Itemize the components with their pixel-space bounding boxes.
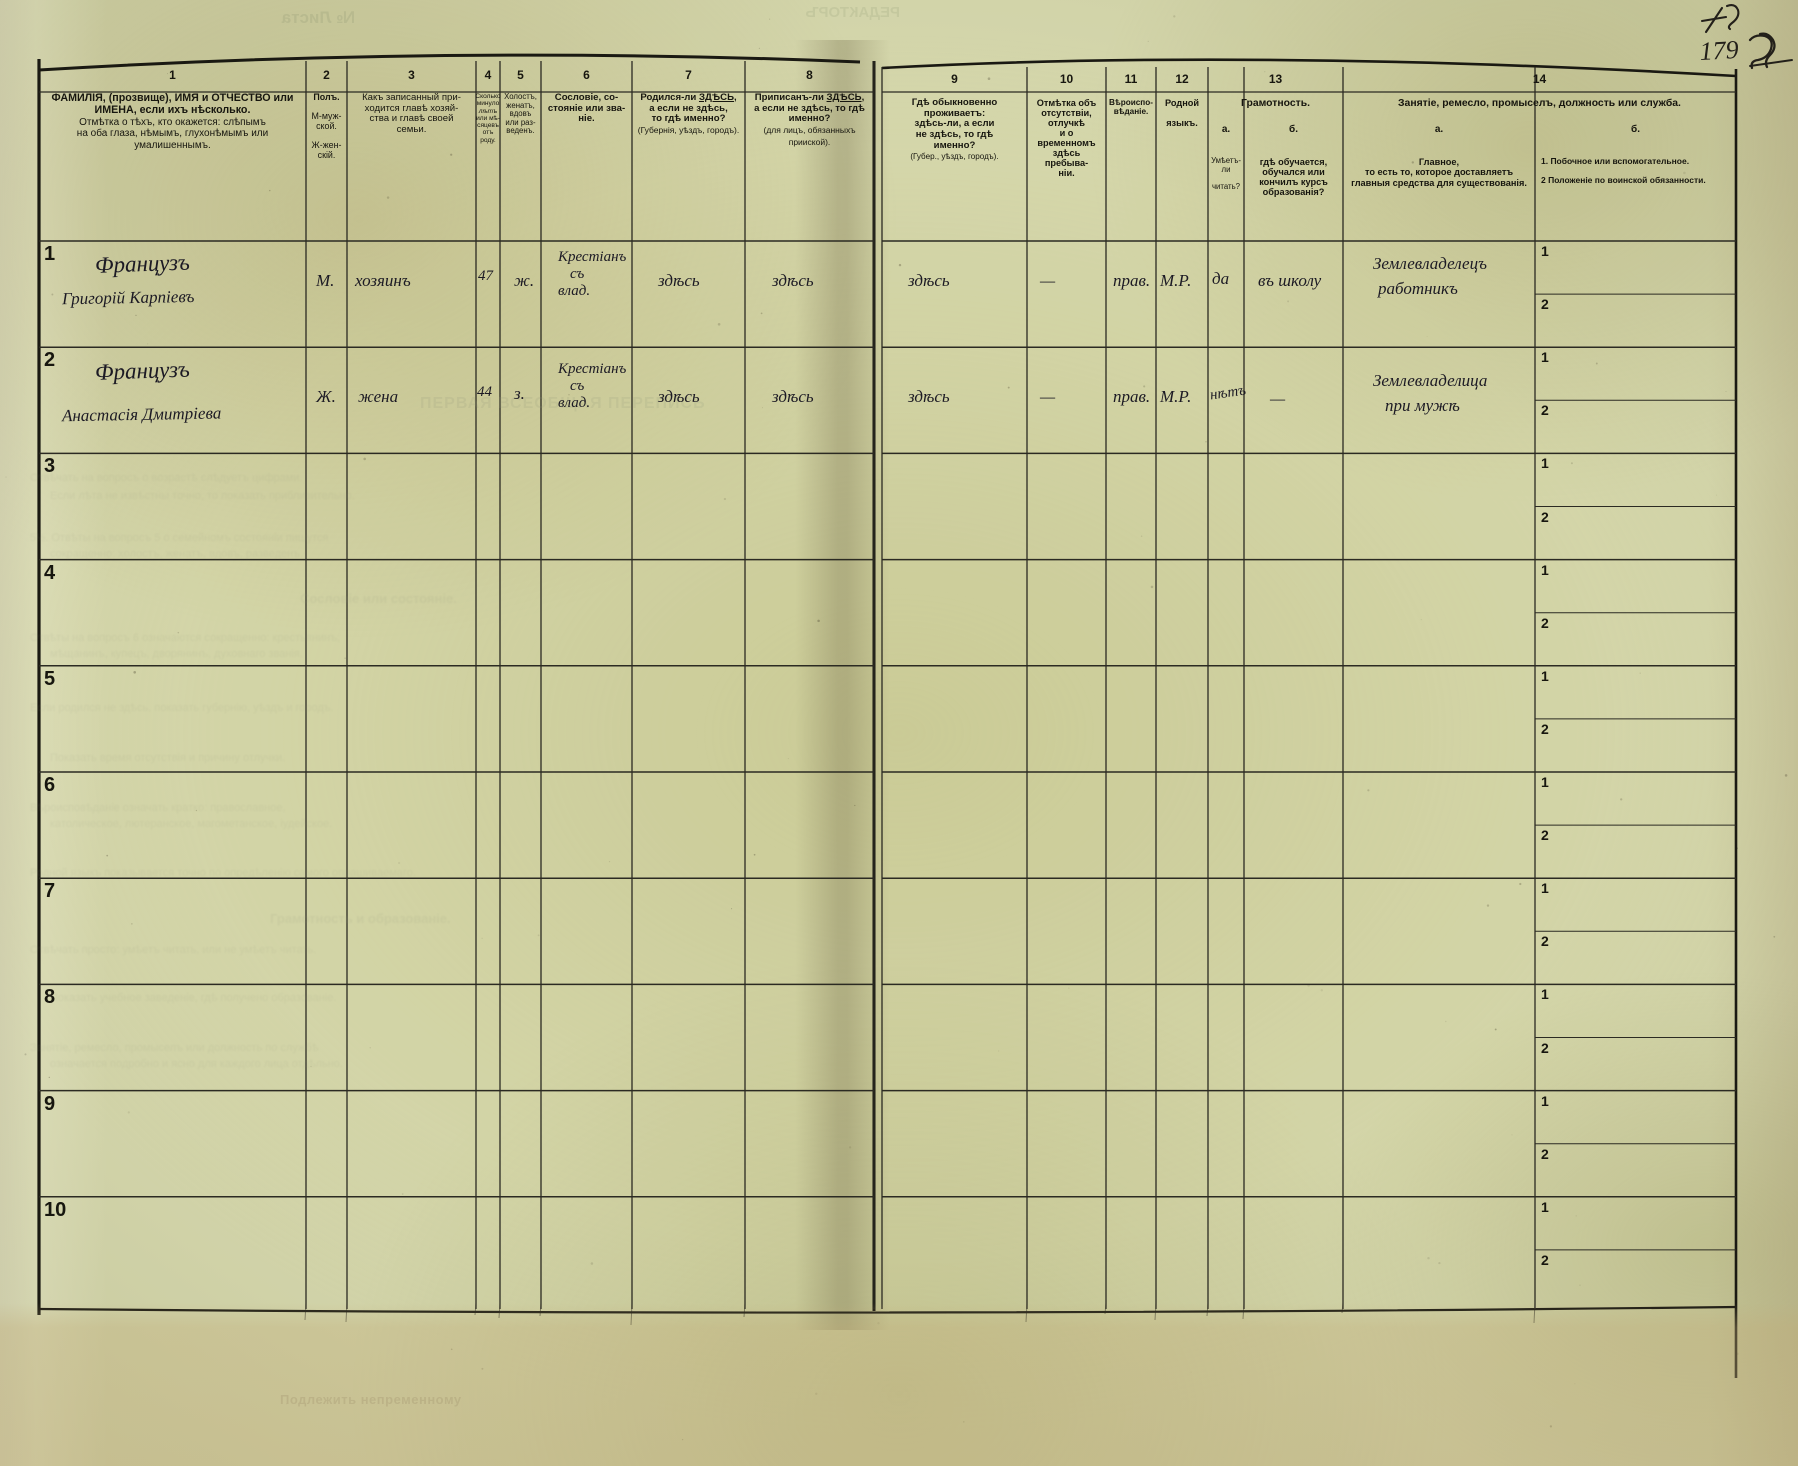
svg-text:179: 179	[1699, 35, 1739, 66]
